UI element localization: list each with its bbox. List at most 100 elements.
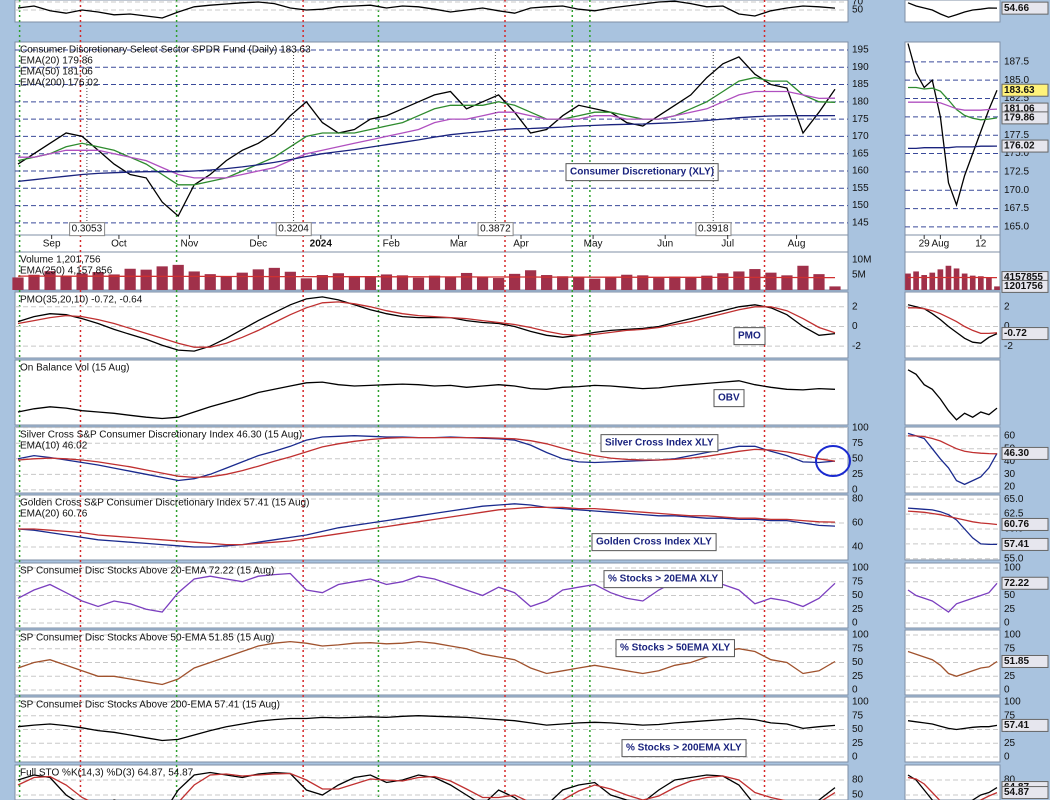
series-line: [908, 435, 998, 455]
zoom-y-tick-label: 100: [1004, 697, 1021, 708]
zoom-y-tick-label: 185.0: [1004, 75, 1029, 86]
value-badge: [1001, 1, 1049, 15]
y-tick-label: 155: [852, 183, 869, 194]
bar: [44, 271, 56, 290]
bar: [444, 276, 457, 290]
bar: [829, 286, 841, 290]
bar: [637, 275, 649, 290]
legend-entry: Volume 1,201,756: [20, 255, 101, 266]
zoom-y-tick-label: 170.0: [1004, 185, 1029, 196]
bar: [140, 269, 152, 290]
legend-entry: EMA(250) 4,157,856: [20, 266, 113, 277]
annotation: PMO: [738, 331, 761, 342]
zoom-y-tick-label: 182.5: [1004, 93, 1029, 104]
zoom-y-tick-label: 0: [1004, 618, 1010, 629]
value-badge-label: 181.06: [1004, 104, 1035, 115]
panel: [14, 764, 849, 800]
zoom-panel: [904, 359, 1001, 426]
value-badge-label: 46.30: [1004, 448, 1029, 459]
bar: [589, 278, 601, 290]
value-badge-label: 54.87: [1004, 787, 1029, 798]
y-tick-label: 100: [852, 630, 869, 641]
annotation-box: [591, 533, 717, 552]
y-tick-label: 50: [852, 453, 864, 464]
value-badge: [1001, 139, 1049, 153]
annotation-box: [600, 434, 719, 453]
annotation-box: [733, 327, 766, 346]
zoom-panel: [904, 251, 1001, 291]
bar: [76, 273, 88, 290]
zoom-y-tick-label: 20: [1004, 482, 1016, 493]
series-line: [18, 90, 836, 179]
note-label: 0.3918: [698, 224, 729, 235]
annotation-box: [615, 639, 735, 658]
legend-entry: Silver Cross S&P Consumer Discretionary …: [20, 430, 302, 441]
zoom-y-tick-label: -2: [1004, 341, 1013, 352]
y-tick-label: 165: [852, 148, 869, 159]
zoom-y-tick-label: 2: [1004, 301, 1010, 312]
series-line: [17, 436, 836, 479]
bar: [108, 274, 120, 290]
legend-entry: Golden Cross S&P Consumer Discretionary …: [20, 498, 309, 509]
y-tick-label: 40: [852, 542, 864, 553]
bar: [605, 276, 617, 290]
y-tick-label: -2: [852, 341, 861, 352]
bar: [621, 274, 633, 290]
bar: [460, 272, 473, 290]
y-tick-label: 50: [852, 657, 864, 668]
value-badge: [1001, 718, 1049, 732]
bar: [396, 275, 409, 290]
legend-entry: EMA(10) 46.02: [20, 441, 88, 452]
zoom-panel: [904, 0, 1001, 23]
zoom-y-tick-label: 25: [1004, 671, 1016, 682]
zoom-panel: [904, 291, 1001, 359]
bar: [525, 270, 537, 290]
zoom-y-tick-label: 25: [1004, 604, 1016, 615]
bar: [557, 276, 569, 290]
zoom-y-tick-label: 25: [1004, 738, 1016, 749]
zoom-panel: [904, 629, 1001, 696]
value-badge: [1001, 83, 1049, 97]
y-tick-label: 75: [852, 643, 864, 654]
value-badge: [1001, 517, 1049, 531]
y-tick-label: 0: [852, 685, 858, 696]
zoom-y-tick-label: 60: [1004, 431, 1016, 442]
series-line: [908, 101, 998, 111]
panel: [14, 359, 849, 426]
legend-entry: EMA(20) 60.76: [20, 509, 88, 520]
zoom-y-tick-label: 177.5: [1004, 130, 1029, 141]
zoom-y-tick-label: 62.5: [1004, 509, 1024, 520]
bar: [492, 278, 505, 290]
bar: [765, 272, 777, 290]
zoom-panel: [904, 562, 1001, 629]
series-line: [907, 720, 998, 731]
y-tick-label: 50: [852, 790, 864, 800]
y-tick-label: 80: [852, 494, 864, 505]
series-line: [17, 772, 836, 800]
y-tick-label: 50: [852, 724, 864, 735]
x-tick-label: Dec: [249, 239, 267, 250]
y-tick-label: 25: [852, 469, 864, 480]
series-line: [18, 506, 836, 546]
bar: [977, 276, 984, 290]
zoom-y-tick-label: 50: [1004, 590, 1016, 601]
value-badge: [1001, 786, 1049, 800]
note-label: 0.3872: [480, 224, 511, 235]
y-tick-label: 195: [852, 45, 869, 56]
note-box: [695, 222, 732, 237]
series-line: [17, 380, 836, 420]
y-tick-label: 180: [852, 96, 869, 107]
note-box: [477, 222, 514, 237]
y-tick-label: 150: [852, 200, 869, 211]
y-tick-label: 25: [852, 604, 864, 615]
legend-entry: Consumer Discretionary Select Sector SPD…: [20, 45, 311, 56]
legend-entry: Full STO %K(14,3) %D(3) 64.87, 54.87: [20, 768, 194, 779]
highlight-circle: [815, 445, 851, 477]
zoom-y-tick-label: 75: [1004, 643, 1016, 654]
value-badge: [1001, 537, 1049, 551]
zoom-x-tick-label: 29: [919, 239, 931, 250]
bar: [749, 269, 761, 290]
y-tick-label: 100: [852, 422, 869, 433]
